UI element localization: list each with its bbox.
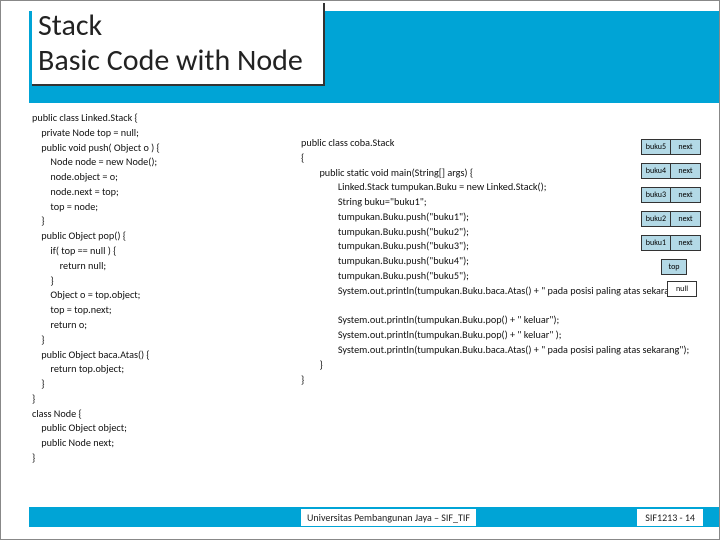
node-row: buku4next [611,163,701,179]
node-row: buku1next [611,235,701,251]
title-box: Stack Basic Code with Node [32,3,325,86]
node-row: buku5next [611,139,701,155]
node-row: buku3next [611,187,701,203]
code-left: public class Linked.Stack { private Node… [32,111,282,466]
node-row: buku2next [611,211,701,227]
title-line1: Stack [38,7,102,44]
node-diagram: buku5next buku4next buku3next buku2next … [611,139,701,297]
null-cell: null [667,281,697,297]
title-line2: Basic Code with Node [38,42,303,79]
top-cell: top [661,259,687,275]
footer-left: Universitas Pembangunan Jaya – SIF_TIF [301,509,476,526]
footer-right: SIF1213 - 14 [637,509,703,526]
